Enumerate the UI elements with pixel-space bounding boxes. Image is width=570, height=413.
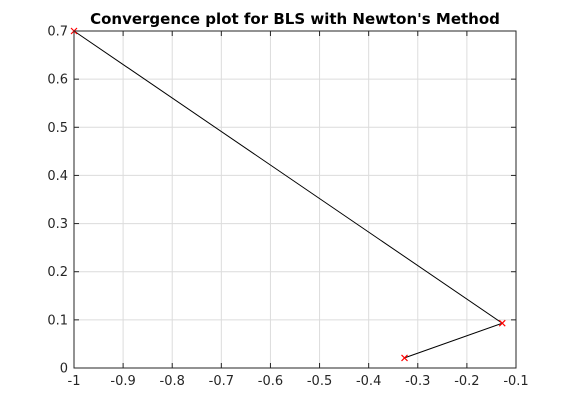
x-tick-label: -0.8 bbox=[160, 374, 185, 389]
x-tick-label: -0.5 bbox=[307, 374, 332, 389]
y-tick-label: 0.1 bbox=[47, 313, 68, 328]
x-tick-label: -1 bbox=[68, 374, 81, 389]
y-tick-label: 0.7 bbox=[47, 25, 68, 40]
y-tick-label: 0.4 bbox=[47, 169, 68, 184]
x-tick-label: -0.7 bbox=[209, 374, 234, 389]
y-tick-label: 0 bbox=[60, 362, 68, 377]
y-tick-label: 0.5 bbox=[47, 121, 68, 136]
x-tick-label: -0.9 bbox=[110, 374, 135, 389]
x-tick-label: -0.4 bbox=[356, 374, 381, 389]
x-tick-label: -0.3 bbox=[405, 374, 430, 389]
x-tick-label: -0.1 bbox=[503, 374, 528, 389]
x-tick-labels: -1 -0.9 -0.8 -0.7 -0.6 -0.5 -0.4 -0.3 -0.2 -0.1 bbox=[68, 374, 529, 389]
plot-area bbox=[73, 30, 517, 369]
y-tick-labels: 0 0.1 0.2 0.3 0.4 0.5 0.6 0.7 bbox=[47, 25, 68, 377]
chart-title: Convergence plot for BLS with Newton's M… bbox=[90, 10, 500, 28]
y-tick-label: 0.2 bbox=[47, 265, 68, 280]
y-tick-label: 0.6 bbox=[47, 73, 68, 88]
plot-frame bbox=[73, 30, 517, 369]
y-tick-label: 0.3 bbox=[47, 217, 68, 232]
data-point-marker bbox=[498, 319, 506, 327]
x-tick-label: -0.6 bbox=[258, 374, 283, 389]
x-tick-label: -0.2 bbox=[454, 374, 479, 389]
data-point-marker bbox=[401, 354, 408, 362]
